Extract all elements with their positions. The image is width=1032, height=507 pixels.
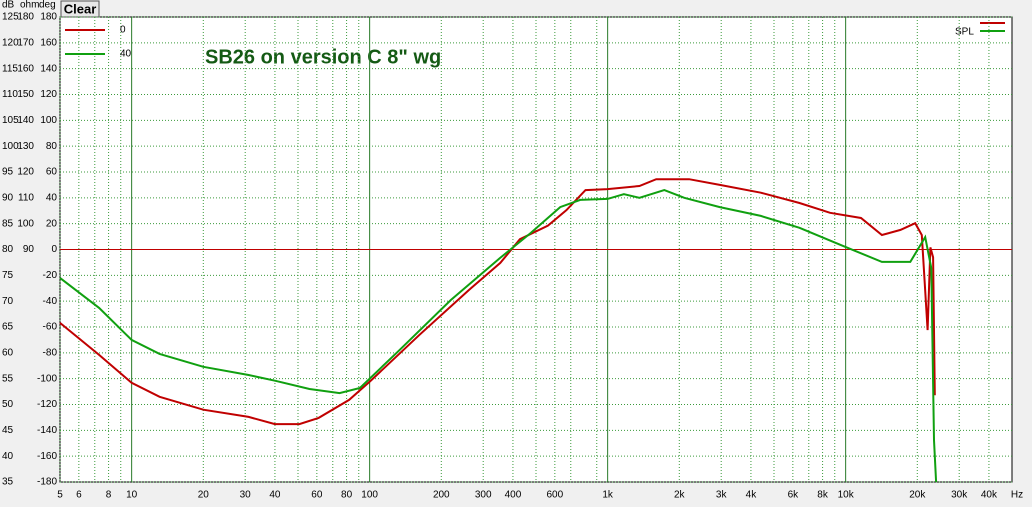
x-tick-label: 300 — [475, 490, 492, 501]
y-tick-label: 125 — [2, 12, 19, 23]
x-tick-label: 8 — [106, 490, 112, 501]
y2-tick-label: 160 — [17, 63, 34, 74]
x-tick-label: 20k — [909, 490, 926, 501]
y3-tick-label: 160 — [40, 37, 57, 48]
y2-axis-label: ohm — [20, 0, 39, 11]
x-axis-unit: Hz — [1011, 490, 1023, 501]
y-tick-label: 45 — [2, 425, 14, 436]
y-tick-label: 105 — [2, 115, 19, 126]
y-tick-label: 85 — [2, 218, 14, 229]
y3-tick-label: 20 — [46, 218, 58, 229]
y-tick-label: 110 — [2, 89, 18, 100]
y2-tick-label: 130 — [17, 141, 34, 152]
y2-tick-label: 150 — [17, 89, 34, 100]
y2-tick-label: 100 — [17, 218, 34, 229]
x-tick-label: 2k — [674, 490, 686, 501]
y3-tick-label: 40 — [46, 192, 58, 203]
x-tick-label: 3k — [716, 490, 728, 501]
series-line — [59, 178, 936, 426]
y-tick-label: 90 — [2, 192, 14, 203]
y-tick-label: 35 — [2, 477, 14, 488]
clear-button[interactable]: Clear — [60, 0, 100, 18]
y3-tick-label: -60 — [43, 322, 58, 333]
x-tick-label: 30k — [951, 490, 968, 501]
y3-tick-label: -160 — [37, 451, 57, 462]
chart-title: SB26 on version C 8" wg — [205, 46, 441, 68]
x-tick-label: 40k — [981, 490, 998, 501]
y-tick-label: 55 — [2, 373, 14, 384]
y3-tick-label: -100 — [37, 373, 57, 384]
y3-tick-label: 180 — [40, 12, 57, 23]
y3-tick-label: -120 — [37, 399, 57, 410]
button-frame[interactable] — [60, 0, 100, 18]
x-tick-label: 40 — [269, 490, 281, 501]
x-tick-label: 1k — [602, 490, 614, 501]
x-tick-label: 200 — [433, 490, 450, 501]
y-tick-label: 120 — [2, 37, 19, 48]
x-tick-label: 4k — [746, 490, 758, 501]
y3-tick-label: -80 — [43, 347, 58, 358]
x-tick-label: 60 — [311, 490, 323, 501]
x-tick-label: 10 — [126, 490, 138, 501]
legend-label: SPL — [955, 27, 974, 38]
y3-tick-label: 60 — [46, 167, 58, 178]
y-axis-label: dB — [2, 0, 15, 11]
y-tick-label: 80 — [2, 244, 14, 255]
y3-tick-label: 80 — [46, 141, 58, 152]
y-tick-label: 60 — [2, 347, 14, 358]
y2-tick-label: 170 — [17, 37, 34, 48]
y2-tick-label: 110 — [18, 192, 34, 203]
x-tick-label: 600 — [547, 490, 564, 501]
y-tick-label: 115 — [2, 63, 18, 74]
y3-axis-label: deg — [39, 0, 56, 11]
x-tick-label: 400 — [505, 490, 522, 501]
y3-tick-label: 120 — [40, 89, 57, 100]
y-tick-label: 40 — [2, 451, 14, 462]
y2-tick-label: 120 — [17, 167, 34, 178]
y2-tick-label: 90 — [23, 244, 35, 255]
y-tick-label: 65 — [2, 322, 14, 333]
x-tick-label: 100 — [361, 490, 378, 501]
x-tick-label: 5 — [57, 490, 63, 501]
x-tick-label: 80 — [341, 490, 353, 501]
y-tick-label: 100 — [2, 141, 19, 152]
legend-label: 40 — [120, 49, 132, 60]
y3-tick-label: -180 — [37, 477, 57, 488]
y3-tick-label: 0 — [51, 244, 57, 255]
y3-tick-label: 100 — [40, 115, 57, 126]
x-tick-label: 10k — [838, 490, 855, 501]
x-tick-label: 6 — [76, 490, 82, 501]
button-label[interactable]: Clear — [64, 1, 97, 16]
y2-tick-label: 180 — [17, 12, 34, 23]
x-tick-label: 20 — [198, 490, 210, 501]
y3-tick-label: 140 — [40, 63, 57, 74]
y-tick-label: 50 — [2, 399, 14, 410]
y2-tick-label: 140 — [17, 115, 34, 126]
x-tick-label: 8k — [817, 490, 829, 501]
y3-tick-label: -20 — [43, 270, 58, 281]
y3-tick-label: -140 — [37, 425, 57, 436]
y-tick-label: 95 — [2, 167, 14, 178]
x-tick-label: 30 — [240, 490, 252, 501]
y-tick-label: 70 — [2, 296, 14, 307]
x-tick-label: 6k — [788, 490, 800, 501]
legend-label: 0 — [120, 25, 126, 36]
y3-tick-label: -40 — [43, 296, 58, 307]
series-line — [59, 189, 938, 483]
y-tick-label: 75 — [2, 270, 14, 281]
